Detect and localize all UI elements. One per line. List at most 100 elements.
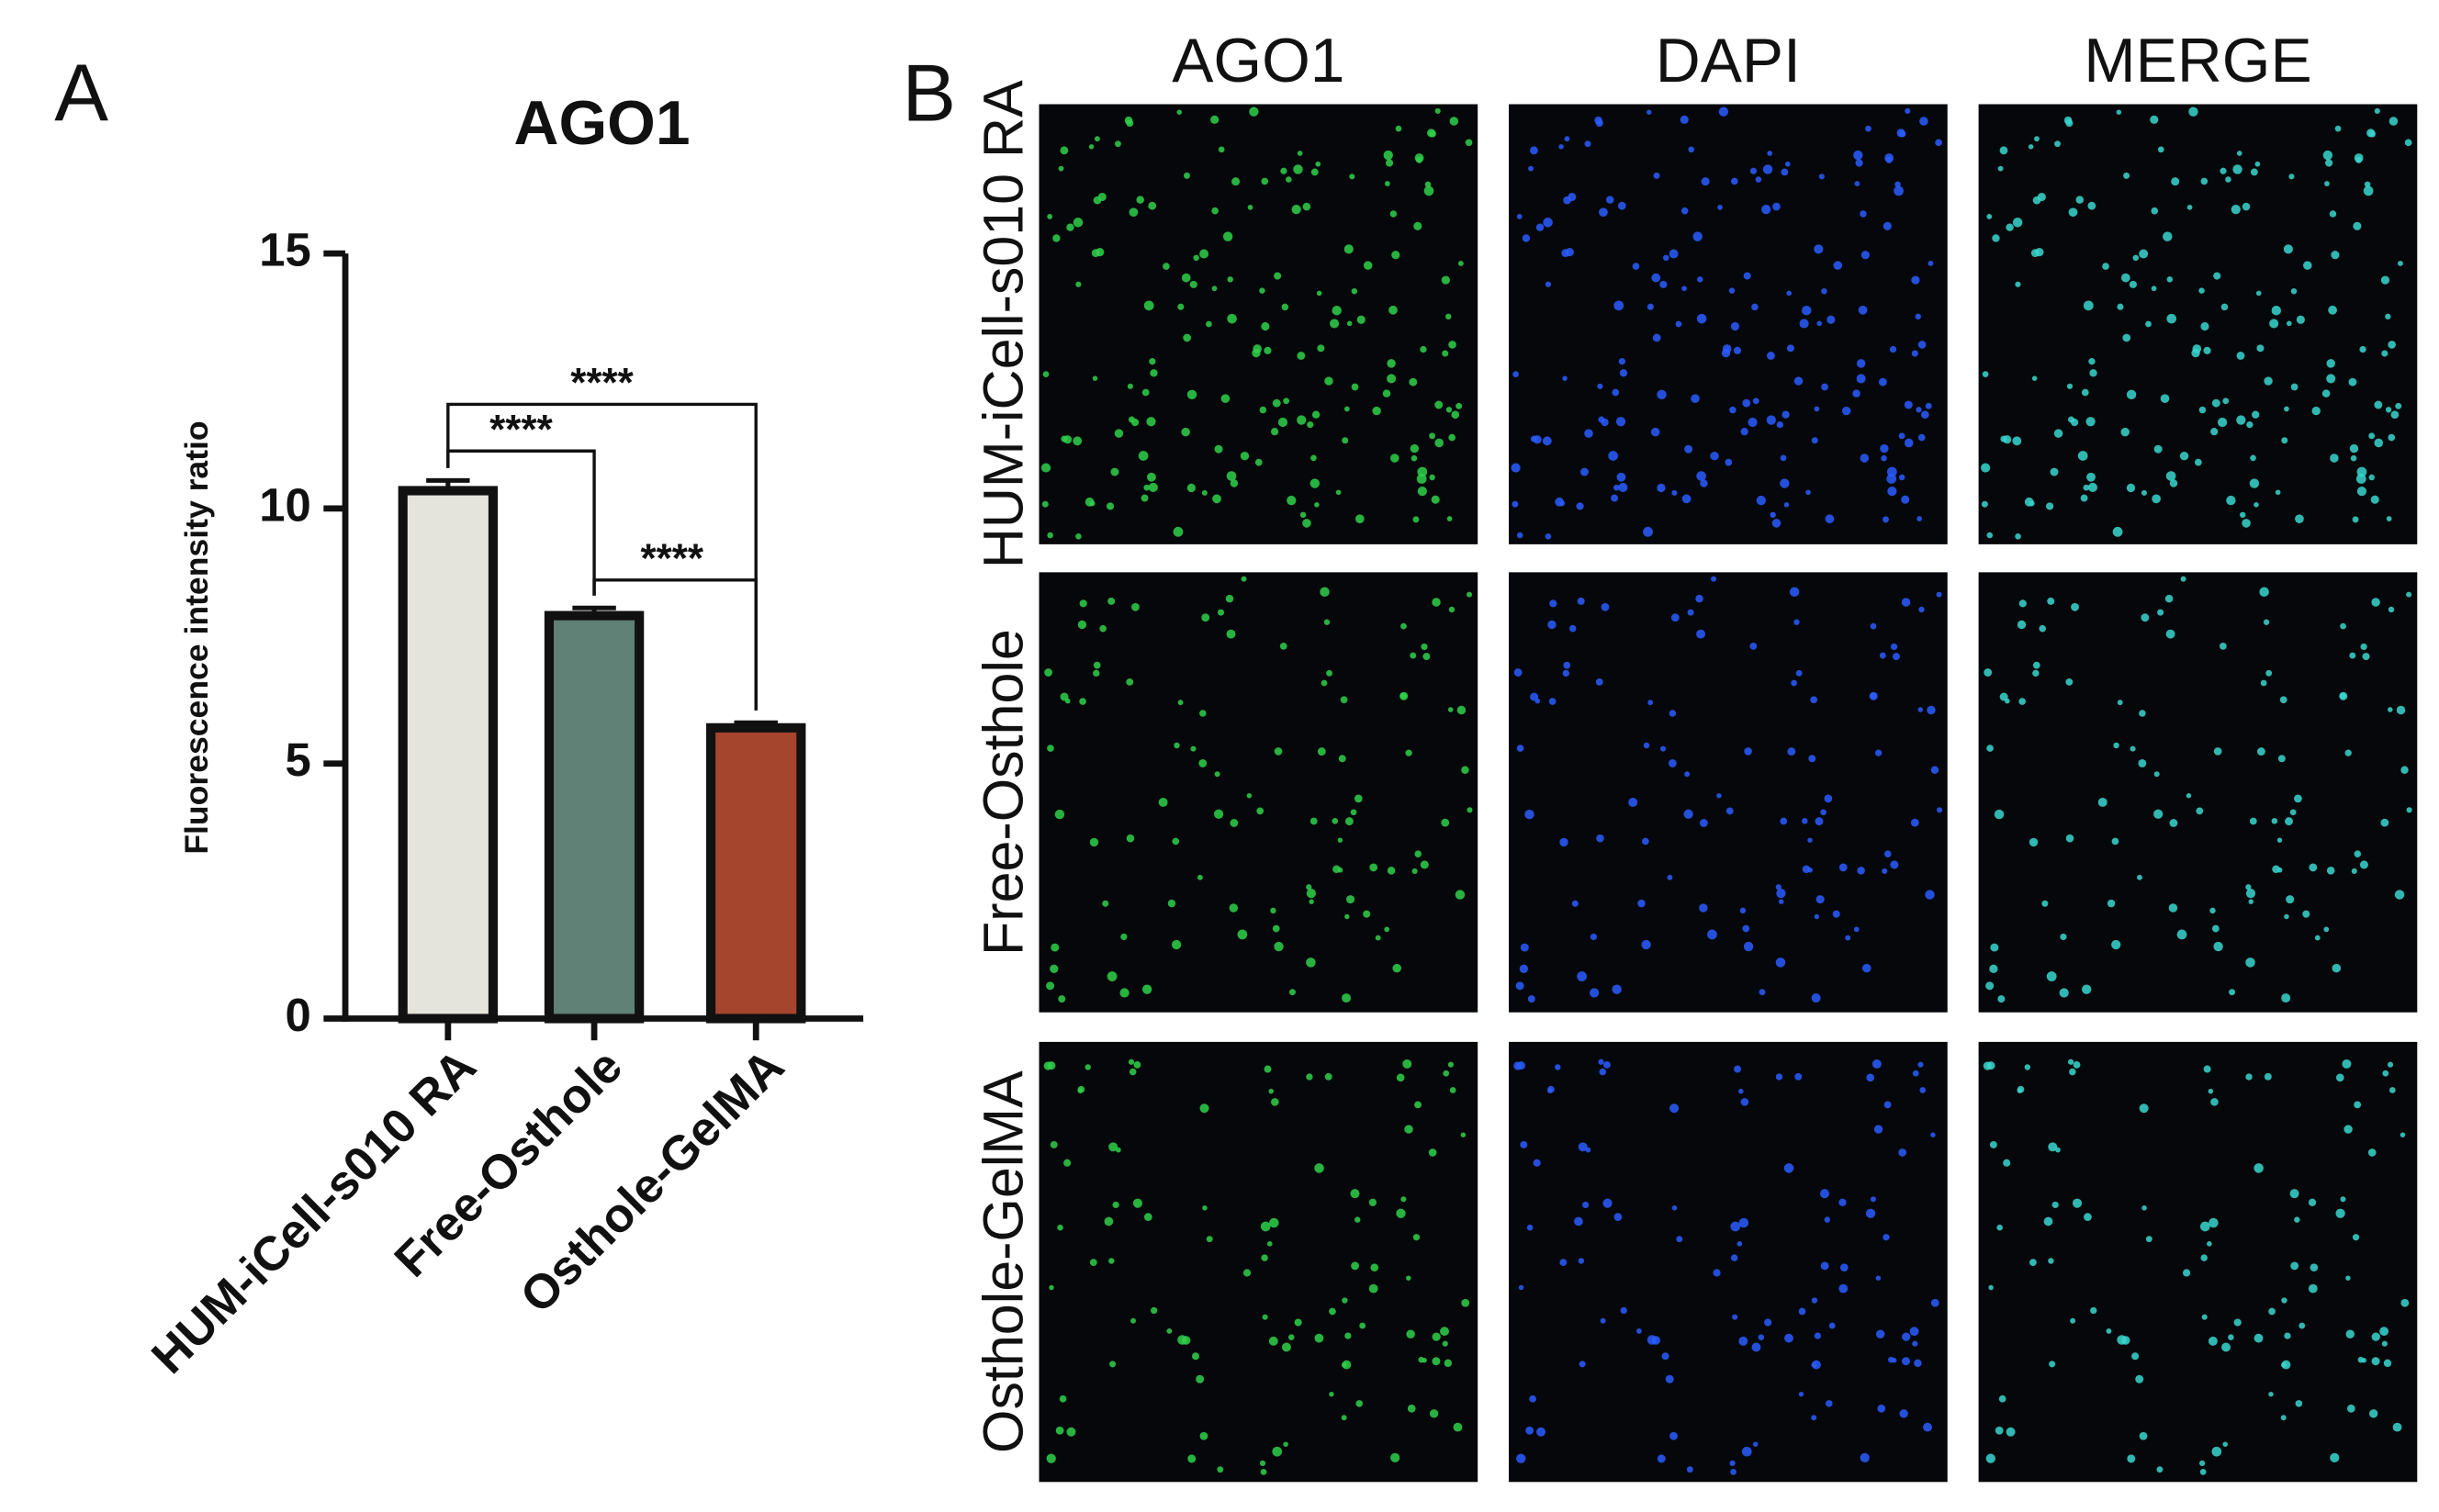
cell-nucleus [2054, 140, 2061, 148]
cell-nucleus [1880, 443, 1889, 454]
cell-nucleus [1089, 1259, 1097, 1267]
cell-nucleus [2277, 755, 2286, 763]
cell-nucleus [2265, 669, 2273, 677]
cell-nucleus [2047, 597, 2055, 605]
cell-nucleus [1793, 376, 1804, 386]
cell-nucleus [1990, 943, 1999, 952]
cell-nucleus [1420, 860, 1429, 869]
cell-nucleus [1595, 678, 1603, 686]
cell-nucleus [2120, 273, 2130, 283]
cell-nucleus [1091, 249, 1100, 258]
cell-nucleus [1744, 747, 1752, 756]
cell-nucleus [1306, 884, 1312, 890]
cell-nucleus [1338, 755, 1346, 763]
cell-nucleus [1271, 1098, 1279, 1106]
cell-nucleus [2254, 161, 2261, 167]
cell-nucleus [2351, 868, 2357, 874]
cell-nucleus [1832, 910, 1840, 918]
cell-nucleus [2084, 1213, 2092, 1221]
cell-nucleus [1725, 807, 1734, 815]
cell-nucleus [1732, 1314, 1738, 1320]
cell-nucleus [1641, 939, 1651, 950]
cell-nucleus [1108, 1142, 1118, 1152]
cell-nucleus [2153, 809, 2164, 819]
cell-nucleus [1063, 1159, 1072, 1167]
cell-nucleus [2299, 1322, 2306, 1329]
cell-nucleus [1320, 587, 1330, 598]
cell-nucleus [1772, 202, 1781, 211]
cell-nucleus [1612, 388, 1620, 397]
cell-nucleus [2086, 472, 2096, 482]
cell-nucleus [2199, 1221, 2210, 1232]
micrograph-background [1978, 104, 2418, 544]
cell-nucleus [1653, 172, 1660, 179]
cell-nucleus [2400, 1132, 2406, 1137]
cell-nucleus [1456, 705, 1467, 715]
cell-nucleus [1912, 1070, 1919, 1077]
cell-nucleus [2396, 705, 2406, 715]
cell-nucleus [1417, 466, 1428, 477]
cell-nucleus [1547, 620, 1557, 630]
cell-nucleus [2150, 115, 2159, 124]
cell-nucleus [1883, 221, 1892, 230]
cell-nucleus [1110, 467, 1119, 476]
cell-nucleus [1710, 452, 1719, 461]
cell-nucleus [2135, 1374, 2144, 1383]
cell-nucleus [1443, 1070, 1450, 1077]
cell-nucleus [1562, 669, 1570, 678]
cell-nucleus [1085, 497, 1095, 507]
cell-nucleus [1402, 1058, 1412, 1069]
cell-nucleus [1887, 487, 1897, 497]
cell-nucleus [1431, 495, 1440, 504]
cell-nucleus [2165, 471, 2176, 481]
micrograph [1039, 572, 1478, 1013]
cell-nucleus [1127, 383, 1133, 389]
cell-nucleus [1324, 376, 1333, 386]
panel-label: B [902, 48, 956, 139]
cell-nucleus [1214, 444, 1223, 454]
cell-nucleus [1193, 254, 1199, 262]
cell-nucleus [2287, 320, 2292, 327]
cell-nucleus [1733, 346, 1742, 354]
cell-nucleus [1775, 1073, 1783, 1081]
cell-nucleus [1040, 463, 1051, 473]
cell-nucleus [2073, 1060, 2081, 1069]
cell-nucleus [1060, 692, 1069, 701]
cell-nucleus [1455, 890, 1466, 900]
cell-nucleus [2117, 1335, 2127, 1345]
cell-nucleus [2236, 151, 2242, 156]
cell-nucleus [1737, 1241, 1743, 1247]
cell-nucleus [1758, 1334, 1765, 1340]
cell-nucleus [1597, 383, 1603, 389]
cell-nucleus [1579, 467, 1589, 476]
cell-nucleus [2381, 350, 2388, 357]
cell-nucleus [1802, 865, 1811, 874]
cell-nucleus [2213, 941, 2223, 952]
cell-nucleus [2379, 1327, 2389, 1337]
cell-nucleus [1766, 352, 1775, 360]
cell-nucleus [1453, 1422, 1463, 1432]
cell-nucleus [1467, 807, 1473, 813]
cell-nucleus [1762, 164, 1773, 174]
cell-nucleus [1449, 1087, 1456, 1093]
micrograph-background [1039, 104, 1478, 544]
cell-nucleus [1354, 794, 1363, 803]
cell-nucleus [1310, 454, 1317, 462]
cell-nucleus [1230, 479, 1239, 487]
cell-nucleus [1555, 497, 1565, 507]
cell-nucleus [2069, 1068, 2076, 1076]
cell-nucleus [2246, 420, 2254, 429]
cell-nucleus [1342, 1297, 1348, 1304]
cell-nucleus [2233, 1318, 2242, 1327]
cell-nucleus [2321, 389, 2331, 398]
cell-nucleus [1262, 1314, 1268, 1320]
cell-nucleus [1776, 888, 1786, 899]
cell-nucleus [1996, 1224, 2003, 1231]
cell-nucleus [1102, 900, 1109, 907]
cell-nucleus [1601, 602, 1610, 611]
cell-nucleus [1833, 261, 1842, 270]
cell-nucleus [1359, 1322, 1366, 1329]
cell-nucleus [1855, 159, 1863, 167]
cell-nucleus [1522, 234, 1531, 242]
cell-nucleus [2139, 710, 2146, 717]
